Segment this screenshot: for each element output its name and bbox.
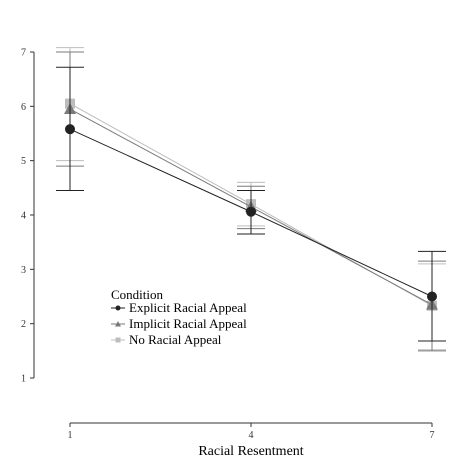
- x-axis-title: Racial Resentment: [198, 444, 303, 459]
- x-tick-label: 4: [249, 430, 254, 441]
- y-tick-label: 2: [21, 319, 26, 330]
- y-tick-label: 4: [21, 211, 26, 222]
- legend-item-explicit-racial-appeal: Explicit Racial Appeal: [111, 300, 247, 315]
- legend-label: Explicit Racial Appeal: [129, 300, 247, 315]
- legend-item-no-racial-appeal: No Racial Appeal: [111, 332, 222, 347]
- y-tick-label: 1: [21, 374, 26, 385]
- y-tick-label: 6: [21, 102, 26, 113]
- legend-label: Implicit Racial Appeal: [129, 316, 247, 331]
- axes: 1 2 3 4 5 6 7 1 4 7: [21, 48, 435, 442]
- explicit-racial-appeal-point: [65, 124, 75, 135]
- y-tick-label: 7: [21, 48, 26, 59]
- legend-label: No Racial Appeal: [129, 332, 222, 347]
- plot-area: [56, 47, 446, 352]
- y-tick-label: 3: [21, 265, 26, 276]
- explicit-racial-appeal-point: [427, 291, 437, 302]
- legend-swatch-marker: [115, 321, 121, 327]
- legend-swatch-marker: [115, 337, 121, 343]
- legend-item-implicit-racial-appeal: Implicit Racial Appeal: [111, 316, 247, 331]
- legend-swatch-marker: [115, 305, 121, 311]
- explicit-racial-appeal-point: [246, 206, 256, 217]
- x-tick-label: 1: [68, 430, 73, 441]
- legend: Condition Explicit Racial AppealImplicit…: [111, 287, 247, 347]
- y-tick-label: 5: [21, 156, 26, 167]
- x-tick-label: 7: [430, 430, 435, 441]
- legend-title: Condition: [111, 287, 164, 302]
